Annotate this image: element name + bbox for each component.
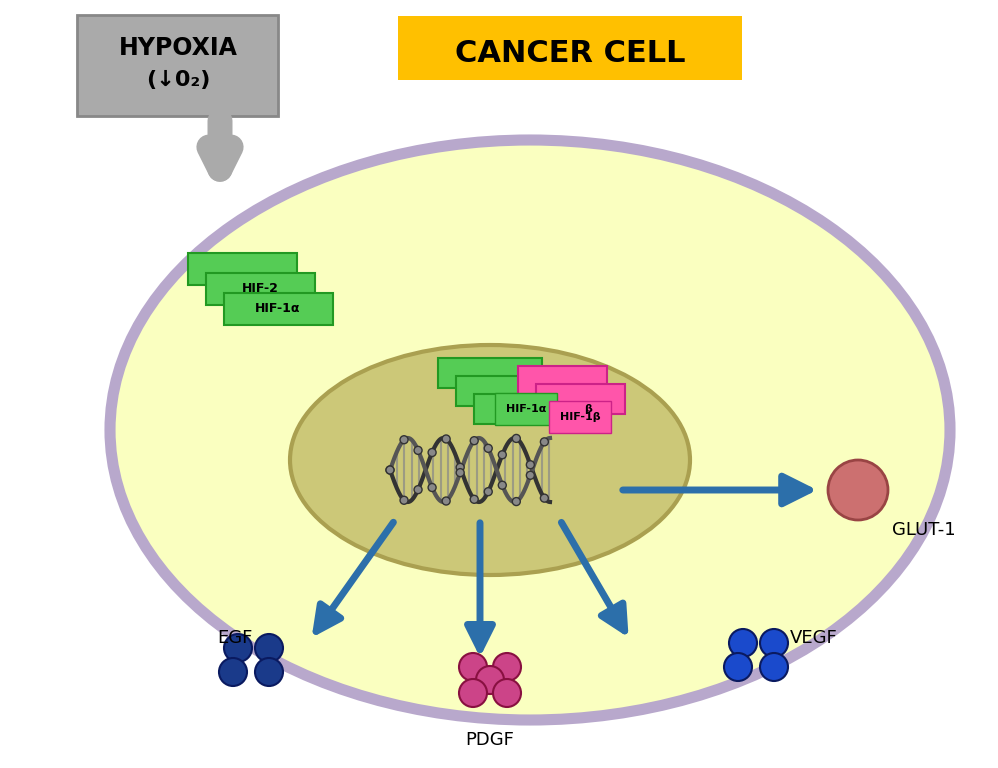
Circle shape bbox=[414, 485, 422, 494]
FancyBboxPatch shape bbox=[224, 293, 333, 325]
Text: EGF: EGF bbox=[217, 629, 252, 647]
Text: CANCER CELL: CANCER CELL bbox=[455, 38, 686, 68]
Circle shape bbox=[456, 463, 464, 472]
Circle shape bbox=[428, 484, 436, 492]
Circle shape bbox=[219, 658, 247, 686]
FancyBboxPatch shape bbox=[398, 16, 742, 80]
Circle shape bbox=[526, 472, 534, 479]
Circle shape bbox=[442, 435, 450, 443]
Text: PDGF: PDGF bbox=[465, 731, 514, 749]
Text: VEGF: VEGF bbox=[790, 629, 837, 647]
Circle shape bbox=[470, 437, 478, 445]
Circle shape bbox=[540, 494, 548, 502]
Circle shape bbox=[498, 482, 506, 489]
Circle shape bbox=[255, 634, 283, 662]
Circle shape bbox=[828, 460, 888, 520]
FancyBboxPatch shape bbox=[518, 366, 607, 396]
Circle shape bbox=[459, 653, 487, 681]
FancyBboxPatch shape bbox=[456, 376, 560, 406]
Text: HYPOXIA: HYPOXIA bbox=[119, 36, 238, 60]
Text: (↓0₂): (↓0₂) bbox=[146, 70, 211, 90]
Circle shape bbox=[400, 435, 408, 444]
Text: HIF-1α: HIF-1α bbox=[506, 404, 546, 414]
FancyBboxPatch shape bbox=[474, 394, 578, 424]
Circle shape bbox=[459, 679, 487, 707]
Circle shape bbox=[484, 445, 492, 452]
Circle shape bbox=[224, 634, 252, 662]
Circle shape bbox=[442, 497, 450, 505]
Circle shape bbox=[493, 679, 521, 707]
Circle shape bbox=[484, 488, 492, 495]
Circle shape bbox=[760, 629, 788, 657]
Ellipse shape bbox=[290, 345, 690, 575]
Circle shape bbox=[386, 466, 394, 474]
Circle shape bbox=[540, 438, 548, 446]
Text: HIF-1β: HIF-1β bbox=[560, 412, 601, 422]
Circle shape bbox=[414, 446, 422, 455]
Circle shape bbox=[512, 435, 520, 442]
Circle shape bbox=[470, 495, 478, 503]
Text: GLUT-1: GLUT-1 bbox=[892, 521, 956, 539]
FancyBboxPatch shape bbox=[188, 253, 297, 285]
Circle shape bbox=[428, 449, 436, 456]
FancyBboxPatch shape bbox=[77, 15, 278, 116]
Circle shape bbox=[729, 629, 757, 657]
FancyBboxPatch shape bbox=[536, 384, 625, 414]
Circle shape bbox=[400, 496, 408, 505]
Circle shape bbox=[476, 666, 504, 694]
Circle shape bbox=[386, 466, 394, 474]
Text: HIF-1α: HIF-1α bbox=[255, 303, 300, 316]
Text: β: β bbox=[584, 404, 592, 414]
Circle shape bbox=[456, 468, 464, 477]
Circle shape bbox=[498, 451, 506, 458]
Text: HIF-2: HIF-2 bbox=[242, 283, 278, 296]
Circle shape bbox=[493, 653, 521, 681]
Circle shape bbox=[526, 461, 534, 468]
Circle shape bbox=[724, 653, 752, 681]
FancyBboxPatch shape bbox=[206, 273, 315, 305]
FancyBboxPatch shape bbox=[438, 358, 542, 388]
Circle shape bbox=[512, 498, 520, 505]
Ellipse shape bbox=[110, 140, 950, 720]
Circle shape bbox=[760, 653, 788, 681]
Circle shape bbox=[255, 658, 283, 686]
